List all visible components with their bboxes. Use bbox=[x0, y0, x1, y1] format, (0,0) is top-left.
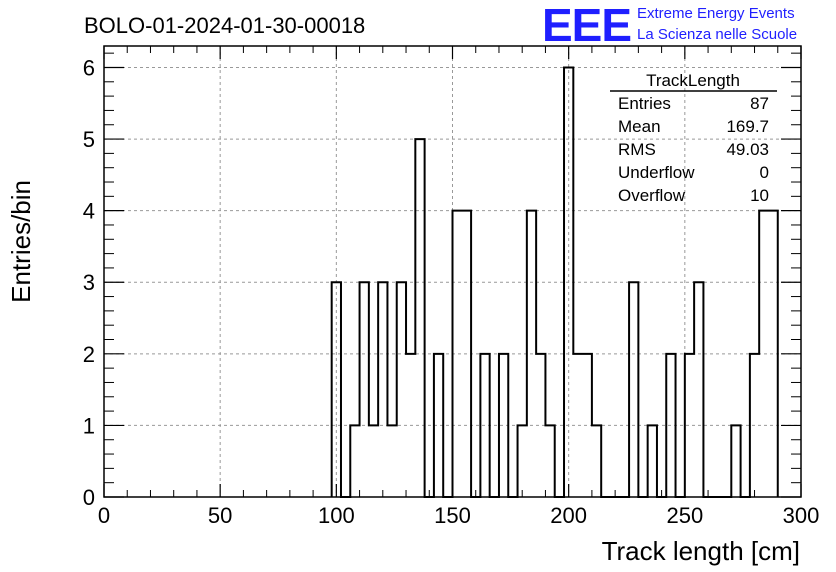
x-tick-label: 100 bbox=[318, 503, 355, 528]
stats-box: TrackLength Entries 87 Mean 169.7 RMS 49.03 Un… bbox=[610, 71, 777, 205]
histogram-bin bbox=[648, 425, 657, 497]
stats-value: 0 bbox=[760, 163, 769, 182]
stats-value: 169.7 bbox=[726, 117, 769, 136]
x-tick-label: 200 bbox=[550, 503, 587, 528]
y-axis-label: Entries/bin bbox=[6, 180, 36, 303]
histogram-bin bbox=[350, 425, 359, 497]
histogram-bin bbox=[694, 282, 703, 497]
stats-label: Entries bbox=[618, 94, 671, 113]
chart-title: BOLO-01-2024-01-30-00018 bbox=[84, 13, 365, 38]
y-tick-label: 6 bbox=[83, 55, 95, 80]
histogram-outline bbox=[330, 66, 779, 498]
stats-box-title: TrackLength bbox=[646, 71, 740, 90]
plot-frame bbox=[103, 45, 802, 498]
stats-rows: Entries 87 Mean 169.7 RMS 49.03 Underflow 0 Over… bbox=[618, 94, 769, 205]
stats-value: 49.03 bbox=[726, 140, 769, 159]
stats-label: Mean bbox=[618, 117, 661, 136]
x-axis-label: Track length [cm] bbox=[602, 536, 800, 566]
y-tick-labels: 0 1 2 3 4 5 6 bbox=[83, 55, 95, 510]
x-tick-labels: 0 50 100 150 200 250 300 bbox=[98, 503, 819, 528]
y-tick-label: 2 bbox=[83, 342, 95, 367]
y-tick-label: 1 bbox=[83, 413, 95, 438]
x-tick-label: 250 bbox=[666, 503, 703, 528]
stats-value: 10 bbox=[750, 186, 769, 205]
histogram-bin bbox=[731, 425, 740, 497]
x-tick-label: 50 bbox=[208, 503, 232, 528]
histogram-bin bbox=[518, 425, 527, 497]
logo-line-1: Extreme Energy Events bbox=[637, 5, 795, 22]
histogram-bin bbox=[397, 282, 406, 497]
histogram-bin bbox=[545, 425, 554, 497]
stats-value: 87 bbox=[750, 94, 769, 113]
histogram-bin bbox=[592, 425, 601, 497]
histogram-bin bbox=[360, 282, 369, 497]
histogram-bin bbox=[387, 425, 396, 497]
y-tick-label: 0 bbox=[83, 485, 95, 510]
logo-mark: EEE bbox=[542, 0, 631, 51]
eee-logo: EEE Extreme Energy Events La Scienza nel… bbox=[542, 0, 797, 51]
histogram-bin bbox=[629, 282, 638, 497]
y-tick-label: 3 bbox=[83, 270, 95, 295]
x-tick-label: 0 bbox=[98, 503, 110, 528]
logo-line-2: La Scienza nelle Scuole bbox=[637, 26, 797, 43]
stats-label: RMS bbox=[618, 140, 656, 159]
stats-label: Underflow bbox=[618, 163, 695, 182]
x-tick-label: 300 bbox=[783, 503, 820, 528]
histogram-bin bbox=[415, 139, 424, 497]
y-tick-label: 4 bbox=[83, 199, 95, 224]
y-tick-label: 5 bbox=[83, 127, 95, 152]
histogram-bin bbox=[369, 425, 378, 497]
x-tick-label: 150 bbox=[434, 503, 471, 528]
stats-label: Overflow bbox=[618, 186, 686, 205]
histogram-bin bbox=[378, 282, 387, 497]
